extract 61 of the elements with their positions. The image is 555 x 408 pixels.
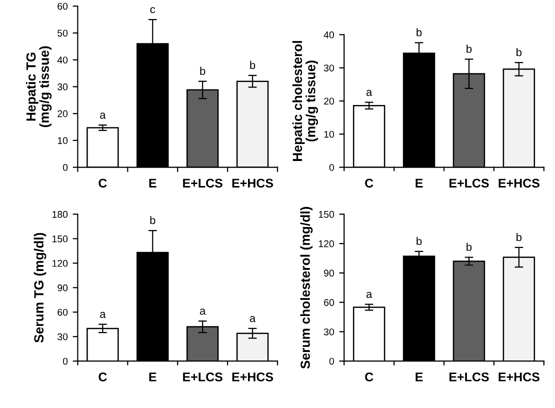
annotation: a: [366, 90, 372, 96]
x-tick-label: C: [365, 372, 374, 382]
y-tick-label: 30: [324, 328, 334, 336]
y-tick-label: 30: [58, 83, 68, 90]
annotation: b: [416, 236, 422, 246]
y-tick-label: 60: [324, 299, 334, 306]
annotation: a: [250, 316, 256, 322]
y-tick-label: 0: [329, 358, 334, 365]
y-tick-label: 10: [324, 130, 334, 138]
y-tick-label: 150: [318, 210, 334, 218]
y-tick-label: 120: [52, 260, 68, 267]
y-tick-label: 150: [52, 235, 68, 242]
y-tick-label: 90: [324, 270, 334, 277]
annotation: b: [466, 242, 472, 251]
y-tick-label: 120: [318, 240, 334, 248]
y-tick-label: 20: [58, 110, 68, 118]
annotation: b: [466, 44, 472, 53]
x-tick-label: E+LCS: [449, 178, 489, 188]
x-tick-label: E+HCS: [232, 372, 274, 382]
y-tick-label: 10: [58, 137, 68, 144]
x-tick-label: C: [365, 178, 374, 188]
y-tick-label: 50: [58, 30, 68, 37]
y-tick-label: 60: [58, 2, 68, 10]
annotation: a: [366, 292, 372, 298]
annotation: b: [200, 66, 206, 75]
y-tick-label: 0: [329, 164, 334, 171]
y-tick-label: 180: [52, 210, 68, 218]
x-tick-label: E+LCS: [449, 372, 489, 382]
x-tick-label: C: [98, 372, 107, 382]
x-tick-label: E+LCS: [183, 178, 222, 188]
x-tick-label: E+HCS: [232, 178, 274, 188]
annotation: c: [150, 7, 156, 14]
y-tick-label: 30: [324, 64, 334, 72]
annotation: b: [150, 216, 156, 224]
annotation: a: [200, 308, 206, 315]
y-tick-label: 40: [324, 31, 334, 38]
y-tick-label: 90: [58, 284, 68, 292]
annotation: b: [516, 232, 522, 242]
annotation: b: [416, 28, 422, 36]
y-axis-title: Serum TG (mg/dl): [34, 232, 46, 343]
x-tick-label: E+HCS: [498, 178, 540, 188]
annotation: b: [516, 48, 522, 56]
x-tick-label: E: [416, 178, 423, 188]
annotation: a: [100, 312, 106, 318]
y-axis-title: Hepatic cholesterol (mg/g tissue): [292, 41, 318, 161]
x-tick-label: C: [98, 178, 107, 188]
x-tick-label: E: [149, 178, 156, 188]
y-tick-label: 40: [57, 56, 68, 64]
y-tick-label: 0: [62, 164, 68, 171]
y-tick-label: 0: [62, 358, 68, 365]
x-tick-label: E: [149, 372, 156, 382]
y-axis-title: Hepatic TG (mg/g tissue): [26, 46, 52, 128]
x-tick-label: E: [416, 372, 423, 382]
y-axis-title: Serum cholesterol (mg/dl): [300, 206, 313, 369]
x-tick-label: E+LCS: [183, 372, 222, 382]
x-tick-label: E+HCS: [498, 372, 540, 382]
y-tick-label: 20: [324, 98, 334, 105]
annotation: b: [250, 60, 256, 70]
y-tick-label: 60: [58, 308, 68, 316]
annotation: a: [100, 112, 106, 119]
y-tick-label: 30: [58, 333, 68, 340]
